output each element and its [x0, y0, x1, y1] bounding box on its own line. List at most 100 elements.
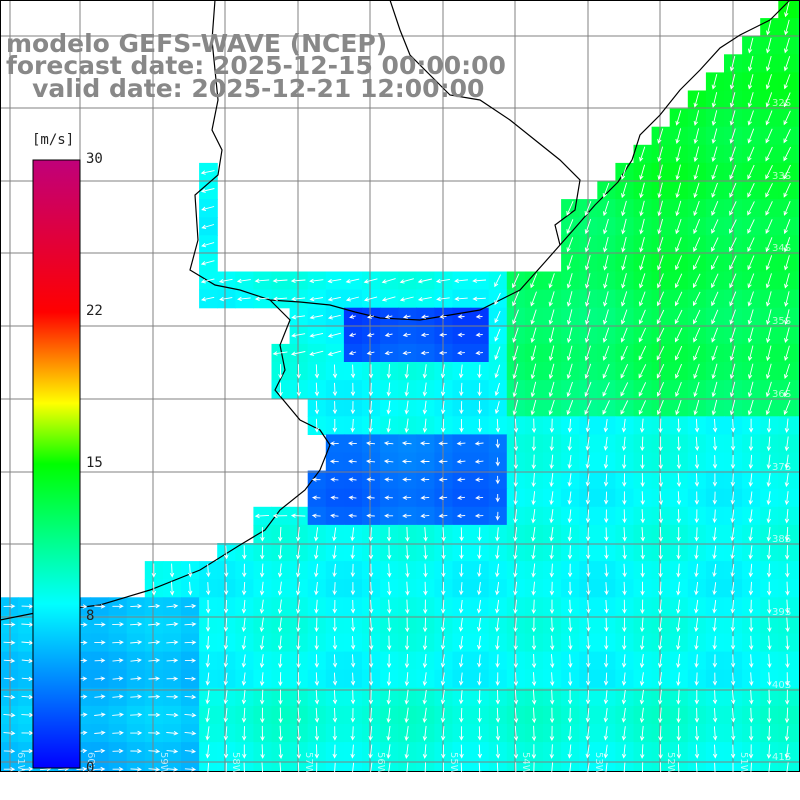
wind-arrow: [749, 672, 754, 687]
wind-arrow: [3, 712, 16, 718]
wind-arrow: [549, 581, 555, 596]
wind-arrow: [495, 511, 500, 521]
wind-cell: [452, 760, 472, 772]
wind-arrow: [513, 617, 518, 633]
wind-arrow: [314, 744, 320, 759]
wind-arrow: [459, 382, 464, 397]
wind-arrow: [201, 296, 215, 302]
wind-arrow: [475, 477, 484, 482]
wind-cell: [796, 416, 800, 435]
wind-arrow: [711, 291, 719, 307]
wind-arrow: [441, 744, 446, 759]
wind-cell: [796, 470, 800, 490]
wind-arrow: [693, 200, 700, 217]
wind-arrow: [440, 707, 446, 723]
wind-arrow: [404, 672, 410, 687]
wind-arrow: [366, 459, 376, 464]
wind-arrow: [278, 725, 283, 742]
wind-arrow: [223, 599, 229, 614]
wind-arrow: [458, 617, 464, 632]
wind-arrow: [712, 726, 718, 741]
wind-arrow: [566, 327, 573, 344]
wind-cell: [633, 307, 653, 327]
wind-arrow: [184, 676, 197, 682]
wind-arrow: [585, 744, 590, 759]
wind-arrow: [731, 762, 735, 772]
wind-arrow: [495, 617, 500, 632]
wind-arrow: [675, 182, 682, 199]
wind-arrow: [184, 749, 197, 754]
wind-arrow: [278, 653, 283, 669]
wind-arrow: [639, 273, 646, 289]
wind-arrow: [729, 237, 737, 252]
wind-arrow: [296, 364, 301, 379]
wind-arrow: [330, 513, 339, 518]
wind-cell: [760, 199, 779, 218]
wind-arrow: [531, 617, 537, 633]
wind-arrow: [693, 399, 700, 416]
lat-label: 33S: [772, 171, 791, 182]
wind-arrow: [201, 206, 215, 211]
lon-label: 51W: [738, 752, 749, 775]
wind-arrow: [604, 563, 609, 578]
wind-arrow: [440, 617, 446, 632]
wind-arrow: [549, 509, 554, 524]
wind-arrow: [475, 314, 483, 319]
wind-arrow: [603, 762, 608, 772]
wind-arrow: [279, 762, 282, 772]
wind-arrow: [765, 219, 773, 235]
wind-cell: [687, 235, 707, 254]
wind-arrow: [495, 599, 500, 614]
wind-arrow: [730, 491, 735, 505]
wind-arrow: [731, 726, 736, 741]
wind-arrow: [784, 345, 790, 362]
wind-arrow: [638, 309, 646, 325]
wind-arrow: [676, 527, 681, 542]
wind-arrow: [422, 382, 428, 397]
wind-cell: [796, 18, 800, 37]
wind-arrow: [585, 473, 591, 487]
wind-arrow: [513, 725, 519, 742]
wind-arrow: [332, 690, 338, 705]
wind-cell: [651, 398, 671, 417]
wind-arrow: [350, 401, 356, 415]
wind-arrow: [205, 708, 210, 723]
wind-arrow: [241, 581, 247, 596]
wind-arrow: [694, 563, 699, 578]
wind-arrow: [676, 509, 682, 524]
wind-arrow: [184, 603, 197, 609]
wind-arrow: [729, 146, 736, 162]
wind-arrow: [422, 672, 428, 687]
wind-arrow: [549, 418, 555, 433]
wind-arrow: [765, 128, 773, 144]
wind-arrow: [440, 726, 446, 741]
wind-arrow: [332, 744, 337, 759]
wind-arrow: [350, 617, 356, 632]
wind-arrow: [368, 563, 374, 578]
wind-arrow: [399, 296, 414, 302]
wind-arrow: [404, 725, 409, 742]
lon-label: 55W: [448, 752, 459, 775]
wind-arrow: [512, 273, 520, 289]
wind-arrow: [205, 672, 210, 686]
wind-arrow: [603, 236, 609, 253]
wind-arrow: [495, 418, 501, 433]
wind-arrow: [656, 309, 665, 325]
wind-arrow: [512, 345, 519, 362]
wind-arrow: [166, 658, 179, 663]
wind-arrow: [513, 689, 519, 705]
wind-arrow: [585, 690, 591, 705]
wind-arrow: [438, 459, 448, 464]
wind-arrow: [278, 364, 283, 379]
wind-arrow: [369, 617, 374, 632]
wind-arrow: [766, 436, 772, 452]
wind-arrow: [711, 381, 718, 398]
wind-arrow: [223, 582, 229, 596]
wind-arrow: [402, 314, 411, 319]
wind-arrow: [278, 526, 283, 542]
wind-arrow: [747, 399, 754, 416]
wind-arrow: [676, 654, 681, 669]
wind-cell: [796, 524, 800, 544]
wind-arrow: [784, 689, 790, 705]
wind-arrow: [530, 327, 537, 343]
